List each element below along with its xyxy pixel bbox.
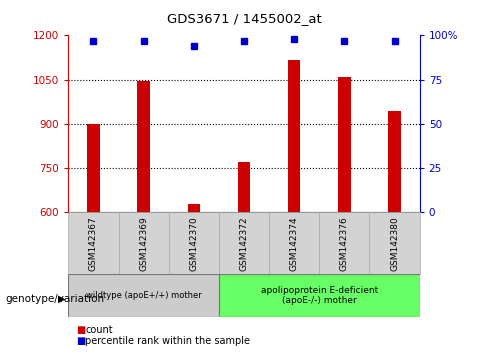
Text: GSM142374: GSM142374 — [290, 216, 299, 271]
Text: count: count — [85, 325, 113, 335]
Bar — [269, 212, 319, 274]
Text: ■: ■ — [76, 336, 85, 346]
Text: GSM142367: GSM142367 — [89, 216, 98, 271]
Bar — [68, 274, 219, 317]
Bar — [87, 125, 100, 212]
Text: GSM142376: GSM142376 — [340, 216, 349, 271]
Text: GSM142372: GSM142372 — [240, 216, 248, 271]
Bar — [319, 212, 369, 274]
Bar — [238, 162, 250, 212]
Text: genotype/variation: genotype/variation — [5, 294, 104, 304]
Text: GSM142369: GSM142369 — [139, 216, 148, 271]
Bar — [68, 212, 119, 274]
Bar — [219, 274, 420, 317]
Bar — [137, 81, 150, 212]
Bar — [119, 212, 169, 274]
Text: percentile rank within the sample: percentile rank within the sample — [85, 336, 250, 346]
Text: GSM142370: GSM142370 — [189, 216, 198, 271]
Text: apolipoprotein E-deficient
(apoE-/-) mother: apolipoprotein E-deficient (apoE-/-) mot… — [261, 286, 378, 305]
Text: ■: ■ — [76, 325, 85, 335]
Text: ▶: ▶ — [58, 294, 66, 304]
Bar — [169, 212, 219, 274]
Text: GSM142380: GSM142380 — [390, 216, 399, 271]
Text: wildtype (apoE+/+) mother: wildtype (apoE+/+) mother — [86, 291, 202, 300]
Bar — [369, 212, 420, 274]
Bar — [288, 61, 301, 212]
Bar — [219, 212, 269, 274]
Bar — [388, 110, 401, 212]
Bar — [338, 77, 351, 212]
Bar — [187, 205, 200, 212]
Text: GDS3671 / 1455002_at: GDS3671 / 1455002_at — [166, 12, 322, 25]
